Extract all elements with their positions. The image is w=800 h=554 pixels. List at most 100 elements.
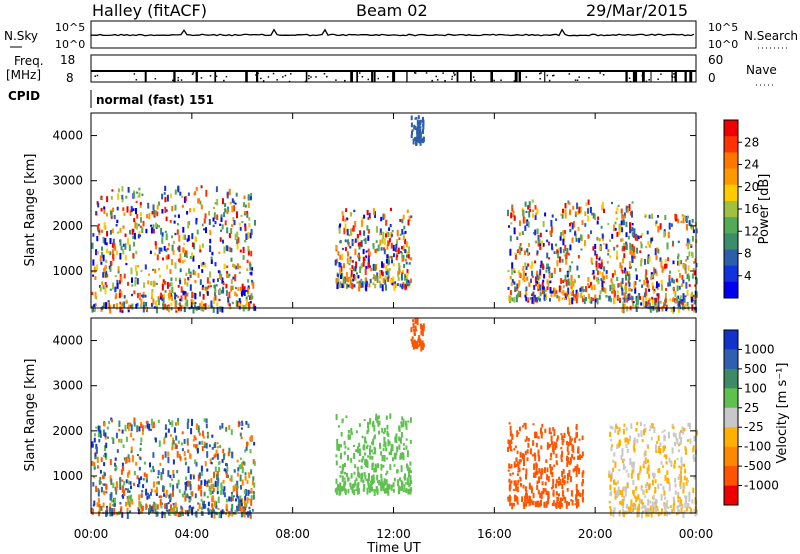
echo-cell	[385, 258, 388, 264]
echo-cell	[204, 303, 207, 310]
echo-cell	[529, 448, 532, 455]
nave-point	[154, 78, 157, 80]
echo-cell	[134, 277, 137, 280]
echo-cell	[358, 284, 361, 289]
echo-cell	[348, 434, 351, 439]
echo-cell	[578, 467, 581, 475]
echo-cell	[681, 214, 684, 217]
echo-cell	[610, 439, 613, 442]
echo-cell	[135, 223, 138, 230]
echo-cell	[663, 490, 666, 496]
echo-cell	[662, 465, 664, 468]
echo-cell	[111, 249, 114, 255]
echo-cell	[348, 277, 351, 281]
nave-point	[315, 76, 317, 78]
echo-cell	[222, 448, 225, 453]
echo-cell	[356, 281, 359, 284]
echo-cell	[137, 484, 139, 487]
echo-cell	[250, 293, 253, 301]
echo-cell	[141, 193, 144, 196]
echo-cell	[244, 213, 246, 216]
echo-cell	[515, 296, 518, 303]
echo-cell	[406, 269, 409, 275]
echo-cell	[234, 291, 237, 296]
echo-cell	[230, 257, 233, 262]
echo-cell	[126, 496, 129, 500]
echo-cell	[407, 469, 410, 472]
echo-cell	[241, 422, 244, 426]
echo-cell	[525, 286, 528, 292]
echo-cell	[350, 486, 353, 490]
echo-cell	[616, 494, 619, 498]
echo-cell	[614, 492, 617, 500]
echo-cell	[532, 423, 535, 426]
echo-cell	[207, 433, 209, 436]
echo-cell	[201, 243, 204, 248]
echo-cell	[383, 437, 386, 444]
echo-cell	[604, 287, 607, 294]
echo-cell	[185, 272, 188, 277]
echo-cell	[92, 482, 95, 487]
nave-point	[539, 72, 541, 75]
echo-cell	[138, 477, 141, 484]
echo-cell	[416, 318, 419, 326]
echo-cell	[535, 442, 538, 448]
echo-cell	[91, 291, 94, 295]
echo-cell	[406, 209, 409, 214]
echo-cell	[382, 464, 385, 468]
echo-cell	[614, 482, 617, 486]
echo-cell	[133, 232, 136, 240]
echo-cell	[91, 508, 94, 515]
echo-cell	[150, 418, 153, 426]
echo-cell	[373, 489, 376, 496]
echo-cell	[191, 233, 194, 240]
echo-cell	[422, 140, 425, 144]
echo-cell	[120, 276, 123, 283]
echo-cell	[172, 473, 175, 478]
echo-cell	[123, 489, 126, 496]
echo-cell	[152, 298, 155, 305]
echo-cell	[98, 223, 100, 226]
echo-cell	[627, 506, 630, 510]
echo-cell	[580, 248, 583, 251]
echo-cell	[621, 248, 624, 252]
echo-cell	[347, 251, 349, 257]
nave-point	[474, 79, 476, 82]
echo-cell	[365, 277, 367, 281]
echo-cell	[414, 325, 417, 332]
echo-cell	[609, 255, 612, 258]
nave-point	[576, 79, 579, 81]
echo-cell	[392, 245, 395, 251]
echo-cell	[146, 423, 149, 429]
echo-cell	[556, 249, 559, 255]
echo-cell	[356, 466, 359, 471]
echo-cell	[680, 456, 683, 464]
echo-cell	[343, 276, 346, 280]
echo-cell	[171, 235, 173, 239]
echo-cell	[150, 469, 153, 473]
echo-cell	[188, 506, 191, 513]
echo-cell	[671, 423, 674, 429]
echo-cell	[103, 490, 106, 496]
echo-cell	[536, 270, 539, 275]
echo-cell	[199, 249, 202, 253]
echo-cell	[509, 290, 512, 296]
echo-cell	[143, 282, 146, 288]
echo-cell	[92, 259, 95, 266]
echo-cell	[240, 214, 243, 217]
echo-cell	[627, 297, 630, 301]
echo-cell	[570, 222, 573, 225]
echo-cell	[693, 457, 696, 462]
echo-cell	[509, 295, 512, 303]
echo-cell	[375, 486, 378, 492]
echo-cell	[552, 478, 555, 485]
echo-cell	[93, 304, 96, 307]
echo-cell	[210, 256, 213, 260]
echo-cell	[210, 259, 213, 264]
echo-cell	[560, 213, 563, 216]
echo-cell	[610, 449, 613, 452]
echo-cell	[155, 490, 158, 496]
echo-cell	[587, 234, 590, 239]
echo-cell	[566, 293, 568, 297]
velocity-colorbar-tick-label: 25	[744, 401, 759, 415]
